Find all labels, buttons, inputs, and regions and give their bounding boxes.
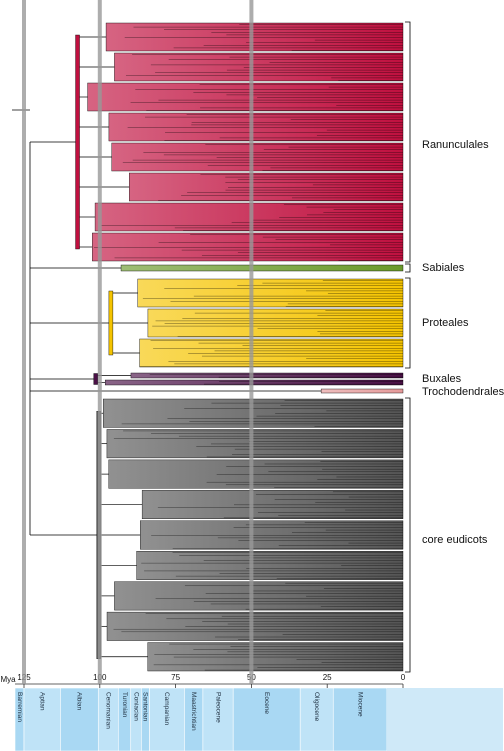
subclade-box (106, 429, 404, 459)
label-bg (420, 534, 502, 546)
stage-band (232, 687, 301, 751)
stage-band (23, 687, 61, 751)
subclade-box (137, 278, 404, 308)
label-bg (420, 386, 502, 398)
clade-bracket (405, 21, 411, 263)
stage-band (149, 687, 185, 751)
subclade-box (147, 308, 404, 338)
stage-label: Aptian (38, 692, 45, 711)
subclade-box (108, 112, 404, 142)
clade (120, 264, 404, 272)
clade-label: Buxales (422, 373, 462, 385)
clade-box (120, 264, 404, 272)
axis-tick-label: 25 (323, 673, 332, 682)
stage-label: Paleocene (214, 692, 221, 723)
stage-band (202, 687, 234, 751)
clade (320, 388, 404, 394)
stage-label: Turonian (121, 692, 128, 718)
subclade-box (108, 459, 404, 489)
clade (108, 278, 404, 368)
clade-label: Trochodendrales (422, 386, 504, 398)
stage-label: Campanian (163, 692, 170, 726)
stage-label: Oligocene (313, 692, 320, 722)
clade (96, 398, 404, 672)
clade-bracket (405, 263, 411, 273)
subclade-box (140, 520, 404, 550)
stage-label: Miocene (356, 692, 363, 717)
subclade-box (147, 642, 404, 672)
clade-stem (75, 34, 80, 250)
subclade-box (139, 338, 404, 368)
stage-label: Santonian (142, 692, 149, 722)
clade-label: Sabiales (422, 262, 465, 274)
subclade-box (136, 551, 404, 580)
clade-bracket (405, 277, 411, 369)
stage-band (332, 687, 388, 751)
axis-unit: Mya (0, 675, 16, 684)
stage-band (299, 687, 334, 751)
label-bg (420, 139, 502, 151)
clade-label: Proteales (422, 317, 469, 329)
subclade-box (105, 22, 404, 52)
label-bg (420, 373, 502, 385)
subclade-box (111, 142, 404, 172)
axis-tick-label: 0 (401, 673, 406, 682)
stage-band-tail (386, 688, 503, 751)
stage-label: Albian (76, 692, 83, 710)
axis-tick-label: 75 (171, 673, 180, 682)
stage-label: Coniacian (132, 692, 139, 721)
subclade-box (114, 52, 404, 82)
subclade-box (141, 490, 404, 519)
clade-bracket (405, 397, 411, 673)
subclade-box (114, 581, 404, 611)
subclade-box (129, 172, 404, 202)
subclade-box (106, 611, 404, 641)
clade-stem (108, 290, 114, 356)
subclade-box (94, 202, 404, 232)
stage-label: Eocene (263, 692, 270, 714)
clade-label: Ranunculales (422, 139, 489, 151)
stage-label: Cenomanian (105, 692, 112, 729)
stage-label: Barremian (16, 692, 23, 722)
label-bg (420, 317, 502, 329)
clade-box (320, 388, 404, 394)
clade (93, 372, 404, 386)
stage-label: Maastrichtian (190, 692, 197, 731)
label-bg (420, 262, 502, 274)
clade-stem (93, 373, 98, 385)
subclade-box (87, 82, 404, 112)
clade-label: core eudicots (422, 534, 488, 546)
clade (75, 22, 404, 262)
stage-band (60, 687, 99, 751)
